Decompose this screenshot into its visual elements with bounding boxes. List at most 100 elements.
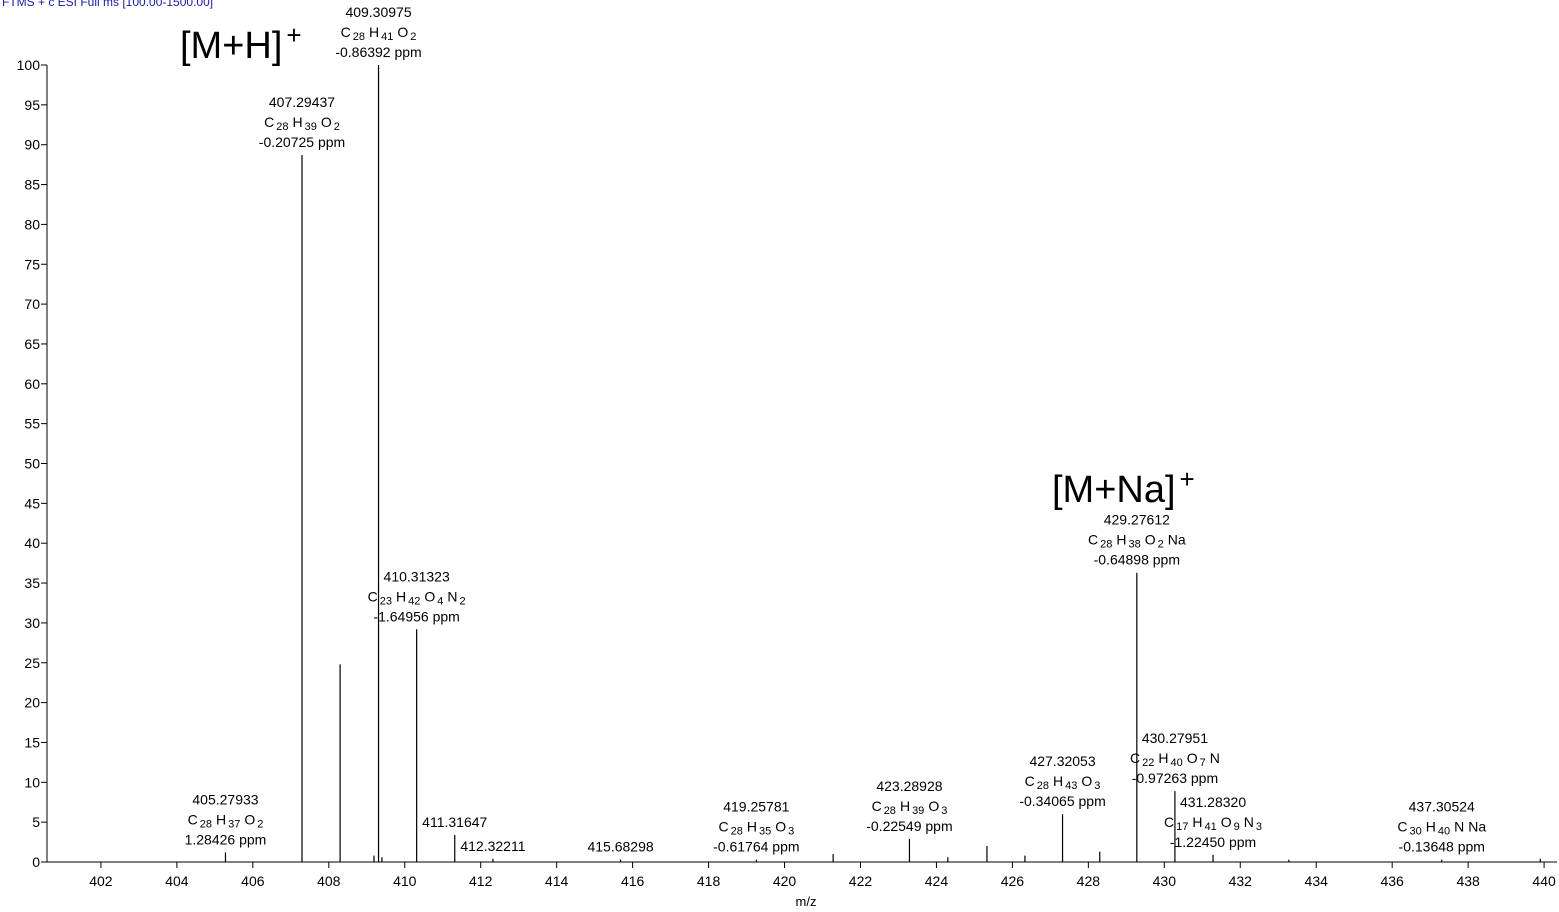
element-count: 3 — [941, 805, 947, 817]
element-symbol: O — [1081, 773, 1092, 789]
element-symbol: C — [1130, 750, 1140, 766]
peak-formula: C23​H42​O4​N2​ — [368, 588, 466, 607]
element-count: 30 — [1409, 826, 1421, 838]
element-symbol: O — [397, 24, 408, 40]
element-symbol: N — [447, 588, 457, 604]
element-symbol: H — [369, 24, 379, 40]
element-count: 2 — [257, 818, 263, 830]
x-tick-label: 408 — [317, 873, 341, 889]
element-symbol: N — [1454, 819, 1464, 835]
peak-ppm-label: -0.64898 ppm — [1094, 552, 1180, 568]
peak-ppm-label: -0.97263 ppm — [1132, 770, 1218, 786]
y-tick-label: 70 — [24, 296, 40, 312]
y-tick-label: 65 — [24, 336, 40, 352]
element-count: 7 — [1200, 757, 1206, 769]
element-count: 3 — [788, 826, 794, 838]
y-tick-label: 15 — [24, 734, 40, 750]
peak-ppm-label: -1.22450 ppm — [1170, 834, 1256, 850]
y-tick-label: 40 — [24, 535, 40, 551]
y-tick-label: 90 — [24, 137, 40, 153]
y-tick-label: 10 — [24, 774, 40, 790]
peak-mass-label: 431.28320 — [1180, 794, 1246, 810]
element-count: 43 — [1065, 780, 1077, 792]
element-count: 37 — [228, 818, 240, 830]
element-count: 28 — [731, 826, 743, 838]
element-symbol: H — [1192, 814, 1202, 830]
element-count: 35 — [759, 826, 771, 838]
element-symbol: H — [1426, 819, 1436, 835]
element-count: 38 — [1128, 539, 1140, 551]
x-tick-label: 436 — [1380, 873, 1404, 889]
element-count: 39 — [912, 805, 924, 817]
peak-ppm-label: -0.86392 ppm — [335, 44, 421, 60]
element-symbol: Na — [1468, 819, 1486, 835]
element-symbol: Na — [1168, 532, 1186, 548]
peak-formula: C28​H41​O2​ — [341, 24, 417, 43]
peak-mass-label: 415.68298 — [587, 839, 653, 855]
peak-mass-label: 429.27612 — [1104, 512, 1170, 528]
peak-ppm-label: 1.28426 ppm — [185, 831, 267, 847]
x-tick-label: 434 — [1305, 873, 1329, 889]
x-tick-label: 406 — [241, 873, 265, 889]
element-symbol: H — [1116, 532, 1126, 548]
peak-mass-label: 407.29437 — [269, 94, 335, 110]
element-count: 41 — [1205, 821, 1217, 833]
x-tick-label: 404 — [165, 873, 189, 889]
scan-header: FTMS + c ESI Full ms [100.00-1500.00] — [2, 0, 213, 9]
element-symbol: H — [747, 819, 757, 835]
peak-ppm-label: -0.20725 ppm — [259, 134, 345, 150]
element-symbol: C — [368, 588, 378, 604]
y-tick-label: 55 — [24, 416, 40, 432]
peak-mass-label: 427.32053 — [1029, 753, 1095, 769]
peak-formula: C28​H35​O3​ — [718, 819, 794, 838]
x-tick-label: 428 — [1077, 873, 1101, 889]
element-count: 2 — [410, 31, 416, 43]
element-symbol: C — [718, 819, 728, 835]
element-symbol: C — [1164, 814, 1174, 830]
element-count: 28 — [884, 805, 896, 817]
element-symbol: O — [928, 798, 939, 814]
ion-text: [M+Na] — [1052, 469, 1176, 511]
element-count: 3 — [1094, 780, 1100, 792]
x-tick-label: 414 — [545, 873, 569, 889]
peak-mass-label: 410.31323 — [384, 568, 450, 584]
y-tick-label: 0 — [32, 854, 40, 870]
element-count: 28 — [276, 121, 288, 133]
y-tick-label: 85 — [24, 177, 40, 193]
peak-formula: C22​H40​O7​N — [1130, 750, 1220, 769]
element-count: 4 — [437, 595, 443, 607]
element-symbol: C — [1025, 773, 1035, 789]
element-symbol: C — [264, 114, 274, 130]
peak-ppm-label: -0.34065 ppm — [1019, 793, 1105, 809]
x-tick-label: 420 — [773, 873, 797, 889]
peak-mass-label: 423.28928 — [876, 778, 942, 794]
peak-mass-label: 409.30975 — [345, 4, 411, 20]
element-count: 23 — [380, 595, 392, 607]
ion-charge: + — [286, 20, 301, 50]
element-count: 42 — [408, 595, 420, 607]
peak-formula: C28​H38​O2​Na — [1088, 532, 1186, 551]
peak-mass-label: 412.32211 — [460, 838, 525, 854]
element-count: 9 — [1234, 821, 1240, 833]
x-tick-label: 416 — [621, 873, 645, 889]
element-count: 40 — [1438, 826, 1450, 838]
peak-mass-label: 405.27933 — [192, 791, 258, 807]
x-tick-label: 422 — [849, 873, 873, 889]
peak-formula: C28​H37​O2​ — [188, 811, 264, 830]
peak-ppm-label: -0.22549 ppm — [866, 818, 952, 834]
element-count: 39 — [305, 121, 317, 133]
peak-ppm-label: -0.13648 ppm — [1399, 839, 1485, 855]
element-symbol: O — [1221, 814, 1232, 830]
x-axis-label: m/z — [796, 894, 817, 909]
y-tick-label: 20 — [24, 695, 40, 711]
element-symbol: N — [1210, 750, 1220, 766]
peak-mass-label: 437.30524 — [1409, 799, 1475, 815]
element-symbol: H — [900, 798, 910, 814]
element-count: 22 — [1142, 757, 1154, 769]
element-symbol: O — [1145, 532, 1156, 548]
y-tick-label: 50 — [24, 456, 40, 472]
y-tick-label: 60 — [24, 376, 40, 392]
element-symbol: C — [872, 798, 882, 814]
element-symbol: H — [292, 114, 302, 130]
